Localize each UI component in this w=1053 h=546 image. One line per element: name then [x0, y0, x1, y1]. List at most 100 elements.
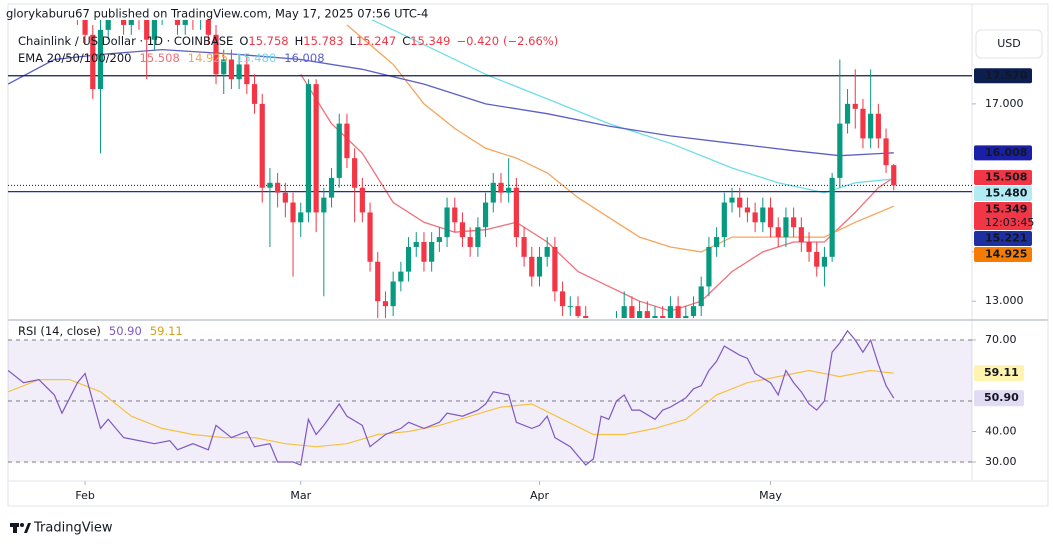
candle-body: [529, 256, 535, 277]
ema-value: 15.480: [236, 51, 276, 65]
candle-body: [344, 123, 350, 159]
currency-button[interactable]: [975, 29, 1043, 59]
candle-body: [706, 246, 712, 287]
candle-body: [275, 182, 281, 193]
candle-body: [506, 187, 512, 193]
candle-body: [205, 20, 211, 35]
candle-body: [174, 20, 181, 25]
candle-body: [228, 59, 235, 80]
candle-body: [752, 212, 758, 223]
publisher: glorykaburu67 published on TradingView.c…: [6, 7, 428, 21]
candle-body: [667, 306, 674, 318]
candle-body: [82, 20, 88, 35]
candle-body: [660, 316, 666, 318]
price-label: 15.349: [985, 202, 1027, 215]
candle-body: [844, 103, 851, 124]
overlay: Chainlink / US Dollar · 1D · COINBASE O15…: [18, 34, 1034, 503]
chart-frame: [7, 3, 1049, 507]
candle-body: [829, 177, 835, 257]
candle-body: [313, 84, 319, 213]
candle-body: [136, 20, 142, 21]
candle-body: [105, 20, 111, 30]
ohlc-key: H: [295, 34, 304, 48]
rsi-pane: [8, 329, 972, 466]
candle-body: [251, 84, 258, 104]
x-tick-label: Apr: [530, 489, 550, 502]
ema-value: 14.925: [188, 51, 228, 65]
x-tick-label: Mar: [290, 489, 311, 502]
candle-body: [883, 138, 889, 166]
candle-body: [875, 113, 881, 139]
candle-body: [521, 237, 527, 257]
rsi-label: 59.11: [984, 366, 1019, 379]
price-label-box: [974, 169, 1032, 185]
candle-body: [290, 202, 296, 223]
legend: EMA 20/50/100/200 15.508 14.925 15.480 16.00…: [18, 51, 325, 65]
ema-line: [8, 48, 894, 157]
candle-body: [429, 242, 435, 262]
rsi-title: RSI (14, close): [18, 324, 101, 338]
rsi-label-box: [974, 365, 1024, 382]
countdown: 12:03:45: [985, 216, 1034, 229]
price-label-box: [974, 246, 1032, 262]
ema-value: 16.008: [284, 51, 324, 65]
candle-body: [714, 237, 720, 247]
candle-body: [467, 237, 473, 247]
candle-body: [559, 291, 566, 307]
candle-body: [305, 84, 312, 213]
candle-body: [637, 311, 643, 318]
candle-body: [444, 207, 450, 238]
symbol-title: Chainlink / US Dollar · 1D · COINBASE: [18, 34, 233, 48]
brand: TradingView: [33, 521, 113, 536]
x-tick-label: May: [759, 489, 782, 502]
ohlc-value: 15.758: [248, 34, 288, 48]
rsi-label-box: [974, 390, 1024, 407]
ohlc-value: 15.349: [410, 34, 450, 48]
candle-body: [536, 256, 543, 277]
candle-body: [644, 311, 650, 318]
candle-body: [698, 286, 704, 307]
y-tick-label: 17.000: [985, 97, 1024, 110]
candle-body: [868, 113, 874, 139]
candle-body: [683, 316, 689, 318]
ohlc-value: 15.783: [303, 34, 343, 48]
change: −0.420: [456, 34, 499, 48]
candle-body: [629, 306, 635, 318]
rsi-line: [8, 369, 894, 448]
candle-body: [783, 217, 789, 238]
legend: Chainlink / US Dollar · 1D · COINBASE O15…: [18, 34, 558, 48]
candle-body: [436, 237, 442, 243]
candle-body: [513, 187, 519, 238]
candle-body: [760, 207, 766, 223]
candle-body: [382, 301, 389, 307]
candle-body: [690, 306, 697, 317]
ema-line: [346, 24, 895, 253]
price-label-box: [974, 145, 1032, 161]
candle-body: [244, 64, 250, 85]
candle-body: [151, 20, 158, 40]
ema-line: [300, 73, 895, 312]
rsi-value: 50.90: [109, 324, 142, 338]
candle-body: [459, 222, 466, 238]
candle-body: [321, 197, 327, 213]
candle-body: [128, 20, 134, 25]
candle-body: [498, 182, 504, 193]
price-label: 17.570: [985, 69, 1028, 82]
price-label-box: [974, 185, 1032, 201]
candle-body: [352, 158, 358, 188]
ohlc-value: 15.247: [356, 34, 396, 48]
candle-body: [421, 242, 427, 262]
candle-body: [398, 271, 404, 282]
candle-body: [852, 103, 858, 109]
legend: RSI (14, close) 50.90 59.11: [18, 324, 183, 338]
rsi-ma-value: 59.11: [150, 324, 183, 338]
candle-body: [798, 227, 804, 243]
candle-body: [90, 34, 96, 90]
candle-body: [390, 281, 396, 307]
candle-body: [236, 64, 242, 80]
candle-body: [767, 207, 774, 228]
candle-body: [621, 306, 627, 318]
candle-body: [182, 20, 188, 25]
candle-body: [120, 20, 127, 25]
